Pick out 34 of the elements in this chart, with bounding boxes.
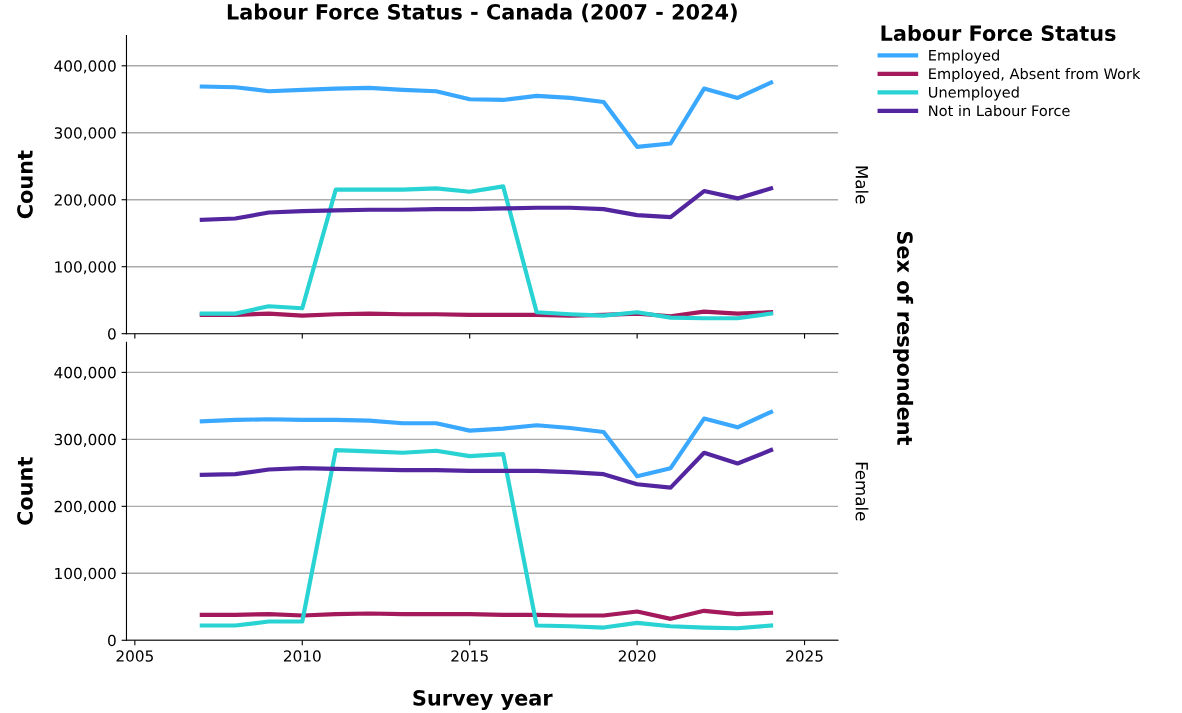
y-tick-label: 300,000 <box>54 127 116 141</box>
line-series <box>199 186 774 222</box>
y-tick-label: 400,000 <box>54 60 116 74</box>
y-tick-label: 300,000 <box>54 433 116 447</box>
y-axis-title: Count <box>17 150 33 219</box>
y-tick-label: 400,000 <box>54 366 116 380</box>
x-tick-label: 2010 <box>283 650 321 662</box>
y-tick-label: 100,000 <box>55 261 116 275</box>
line-series <box>199 184 774 321</box>
line-series <box>199 447 774 631</box>
x-axis-title: Survey year <box>413 689 553 710</box>
x-tick-label: 2015 <box>451 650 488 662</box>
line-series <box>199 80 774 149</box>
y-tick-label: 0 <box>108 634 116 647</box>
y-axis-title: Count <box>17 457 33 525</box>
legend-label: Not in Labour Force <box>929 104 1070 117</box>
legend-label: Employed <box>929 49 999 64</box>
line-series <box>199 447 774 490</box>
y2-axis-title: Male <box>855 166 869 204</box>
line-series <box>199 608 774 621</box>
legend-label: Unemployed <box>929 86 1019 101</box>
y-tick-label: 200,000 <box>54 194 116 208</box>
x-tick-label: 2020 <box>618 650 656 662</box>
chart-title: Labour Force Status - Canada (2007 - 2024) <box>227 3 737 23</box>
line-series <box>199 409 774 479</box>
legend-title: Labour Force Status <box>881 24 1116 42</box>
x-tick-label: 2025 <box>786 650 823 662</box>
y-tick-label: 100,000 <box>55 567 116 581</box>
x-tick-label: 2005 <box>116 650 153 662</box>
y-tick-label: 0 <box>108 328 116 340</box>
y2-axis-title: Female <box>855 462 869 521</box>
legend-label: Employed, Absent from Work <box>929 67 1141 83</box>
y-tick-label: 200,000 <box>54 500 116 514</box>
text: Sex of respondent <box>892 231 914 446</box>
